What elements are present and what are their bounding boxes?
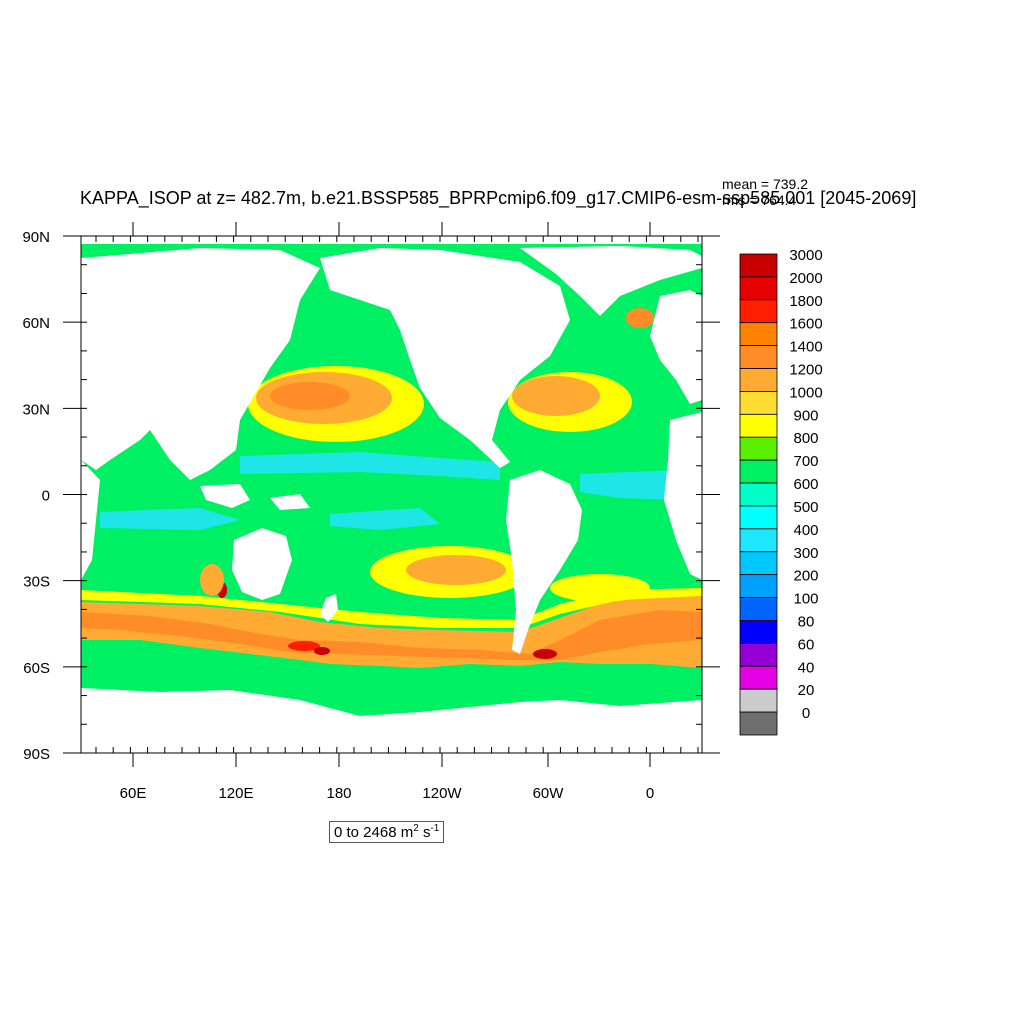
europe-land — [650, 290, 702, 404]
colorbar-swatch — [739, 528, 778, 553]
colorbar-swatch — [739, 711, 778, 736]
ocean-field — [81, 236, 702, 753]
axis-ticks — [63, 222, 720, 767]
hotspot-tasman — [288, 641, 320, 651]
colorbar-label: 1800 — [789, 293, 822, 310]
colorbar-label: 1600 — [789, 316, 822, 333]
lat-axis-labels: 90N 60N 30N 0 30S 60S 90S — [22, 229, 50, 763]
antarctica-land — [81, 688, 702, 753]
eurasia-land — [81, 248, 320, 480]
lon-label: 60E — [120, 785, 147, 802]
lat-label: 30S — [23, 574, 50, 591]
north-america-land — [320, 248, 570, 468]
chart-title: KAPPA_ISOP at z= 482.7m, b.e21.BSSP585_B… — [80, 188, 917, 208]
colorbar-swatch — [739, 459, 778, 484]
southern-ocean-core — [81, 610, 702, 660]
lat-label: 60N — [22, 315, 50, 332]
mean-stat: mean = 739.2 — [722, 176, 809, 192]
colorbar-swatch — [739, 276, 778, 301]
colorbar-swatch — [739, 368, 778, 392]
colorbar-label: 900 — [793, 407, 818, 424]
colorbar-label: 3000 — [789, 247, 822, 264]
colorbar-label: 1400 — [789, 339, 822, 356]
colorbar-swatch — [739, 413, 778, 438]
lon-label: 0 — [646, 785, 654, 802]
colorbar-swatch — [739, 505, 778, 530]
colorbar-swatch — [739, 574, 778, 598]
colorbar-label: 300 — [793, 545, 818, 562]
lat-label: 0 — [42, 488, 50, 505]
colorbar-label: 0 — [802, 705, 810, 722]
lon-label: 120E — [218, 785, 253, 802]
colorbar-label: 700 — [793, 453, 818, 470]
new-zealand-land — [320, 594, 338, 622]
colorbar-label: 600 — [793, 476, 818, 493]
rms-stat: rms = 764.4 — [722, 192, 797, 208]
colorbar-label: 20 — [798, 682, 815, 699]
colorbar-swatch — [739, 688, 778, 713]
colorbar-swatch — [739, 551, 778, 576]
lon-label: 120W — [422, 785, 462, 802]
colorbar-swatch — [739, 253, 778, 278]
colorbar-label: 500 — [793, 499, 818, 516]
colorbar-swatch — [739, 322, 778, 347]
colorbar-label: 800 — [793, 430, 818, 447]
colorbar-swatch — [739, 620, 778, 644]
colorbar-label: 80 — [798, 613, 815, 630]
equatorial-atlantic-band — [580, 470, 680, 500]
colorbar-swatch — [739, 597, 778, 621]
lon-label: 180 — [326, 785, 351, 802]
colorbar-label: 100 — [793, 591, 818, 608]
lon-axis-labels: 60E 120E 180 120W 60W 0 — [120, 785, 655, 802]
colorbar-label: 1000 — [789, 384, 822, 401]
colorbar-label: 2000 — [789, 270, 822, 287]
colorbar-label: 1200 — [789, 362, 822, 379]
hotspot-drake — [533, 649, 557, 659]
colorbar-label: 200 — [793, 568, 818, 585]
lat-label: 90S — [23, 746, 50, 763]
lat-label: 30N — [22, 401, 50, 418]
lat-label: 90N — [22, 229, 50, 246]
lat-label: 60S — [23, 660, 50, 677]
colorbar: 3000200018001600140012001000900800700600… — [739, 247, 823, 736]
lon-label: 60W — [533, 785, 565, 802]
west-africa-land — [664, 412, 702, 580]
colorbar-swatch — [739, 482, 778, 507]
australia-land — [232, 528, 292, 600]
colorbar-swatch — [739, 299, 778, 324]
colorbar-swatch — [739, 391, 778, 415]
greenland-land — [520, 246, 702, 316]
colorbar-swatch — [739, 665, 778, 690]
colorbar-swatch — [739, 436, 778, 461]
colorbar-swatch — [739, 642, 778, 667]
range-label: 0 to 2468 m2 s-1 — [329, 821, 445, 843]
equatorial-pacific-band — [240, 452, 500, 480]
colorbar-label: 60 — [798, 636, 815, 653]
africa-land — [81, 460, 100, 580]
colorbar-swatch — [739, 345, 778, 369]
colorbar-label: 40 — [798, 659, 815, 676]
south-america-land — [506, 470, 582, 654]
colorbar-label: 400 — [793, 522, 818, 539]
